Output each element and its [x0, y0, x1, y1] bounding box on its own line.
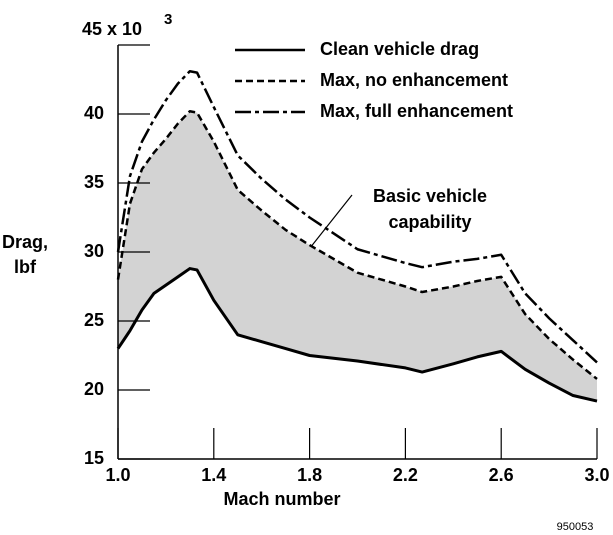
- series-line: [116, 267, 598, 403]
- y-axis-label: lbf: [14, 257, 37, 277]
- footnote: 950053: [557, 521, 594, 533]
- legend-label: Max, full enhancement: [320, 101, 513, 121]
- legend-label: Max, no enhancement: [320, 70, 508, 90]
- x-axis-label: Mach number: [223, 489, 340, 509]
- y-tick-label: 30: [84, 241, 104, 261]
- y-tick-label: 15: [84, 448, 104, 468]
- x-tick-label: 3.0: [584, 465, 609, 485]
- y-tick-label: 25: [84, 310, 104, 330]
- y-tick-label: 45 x 10: [82, 19, 142, 39]
- x-tick-label: 2.6: [489, 465, 514, 485]
- legend-label: Clean vehicle drag: [320, 39, 479, 59]
- area-band: [118, 111, 597, 402]
- y-tick-label: 35: [84, 172, 104, 192]
- y-tick-label: 20: [84, 379, 104, 399]
- annotation: Basic vehicle: [373, 186, 487, 206]
- series-line: [116, 69, 598, 364]
- series-line: [116, 109, 598, 380]
- y-tick-label: 40: [84, 103, 104, 123]
- x-tick-label: 1.0: [105, 465, 130, 485]
- x-tick-label: 1.8: [297, 465, 322, 485]
- annotation: capability: [388, 212, 471, 232]
- y-exponent: 3: [164, 11, 172, 28]
- x-tick-label: 2.2: [393, 465, 418, 485]
- y-axis-label: Drag,: [2, 232, 48, 252]
- x-tick-label: 1.4: [201, 465, 226, 485]
